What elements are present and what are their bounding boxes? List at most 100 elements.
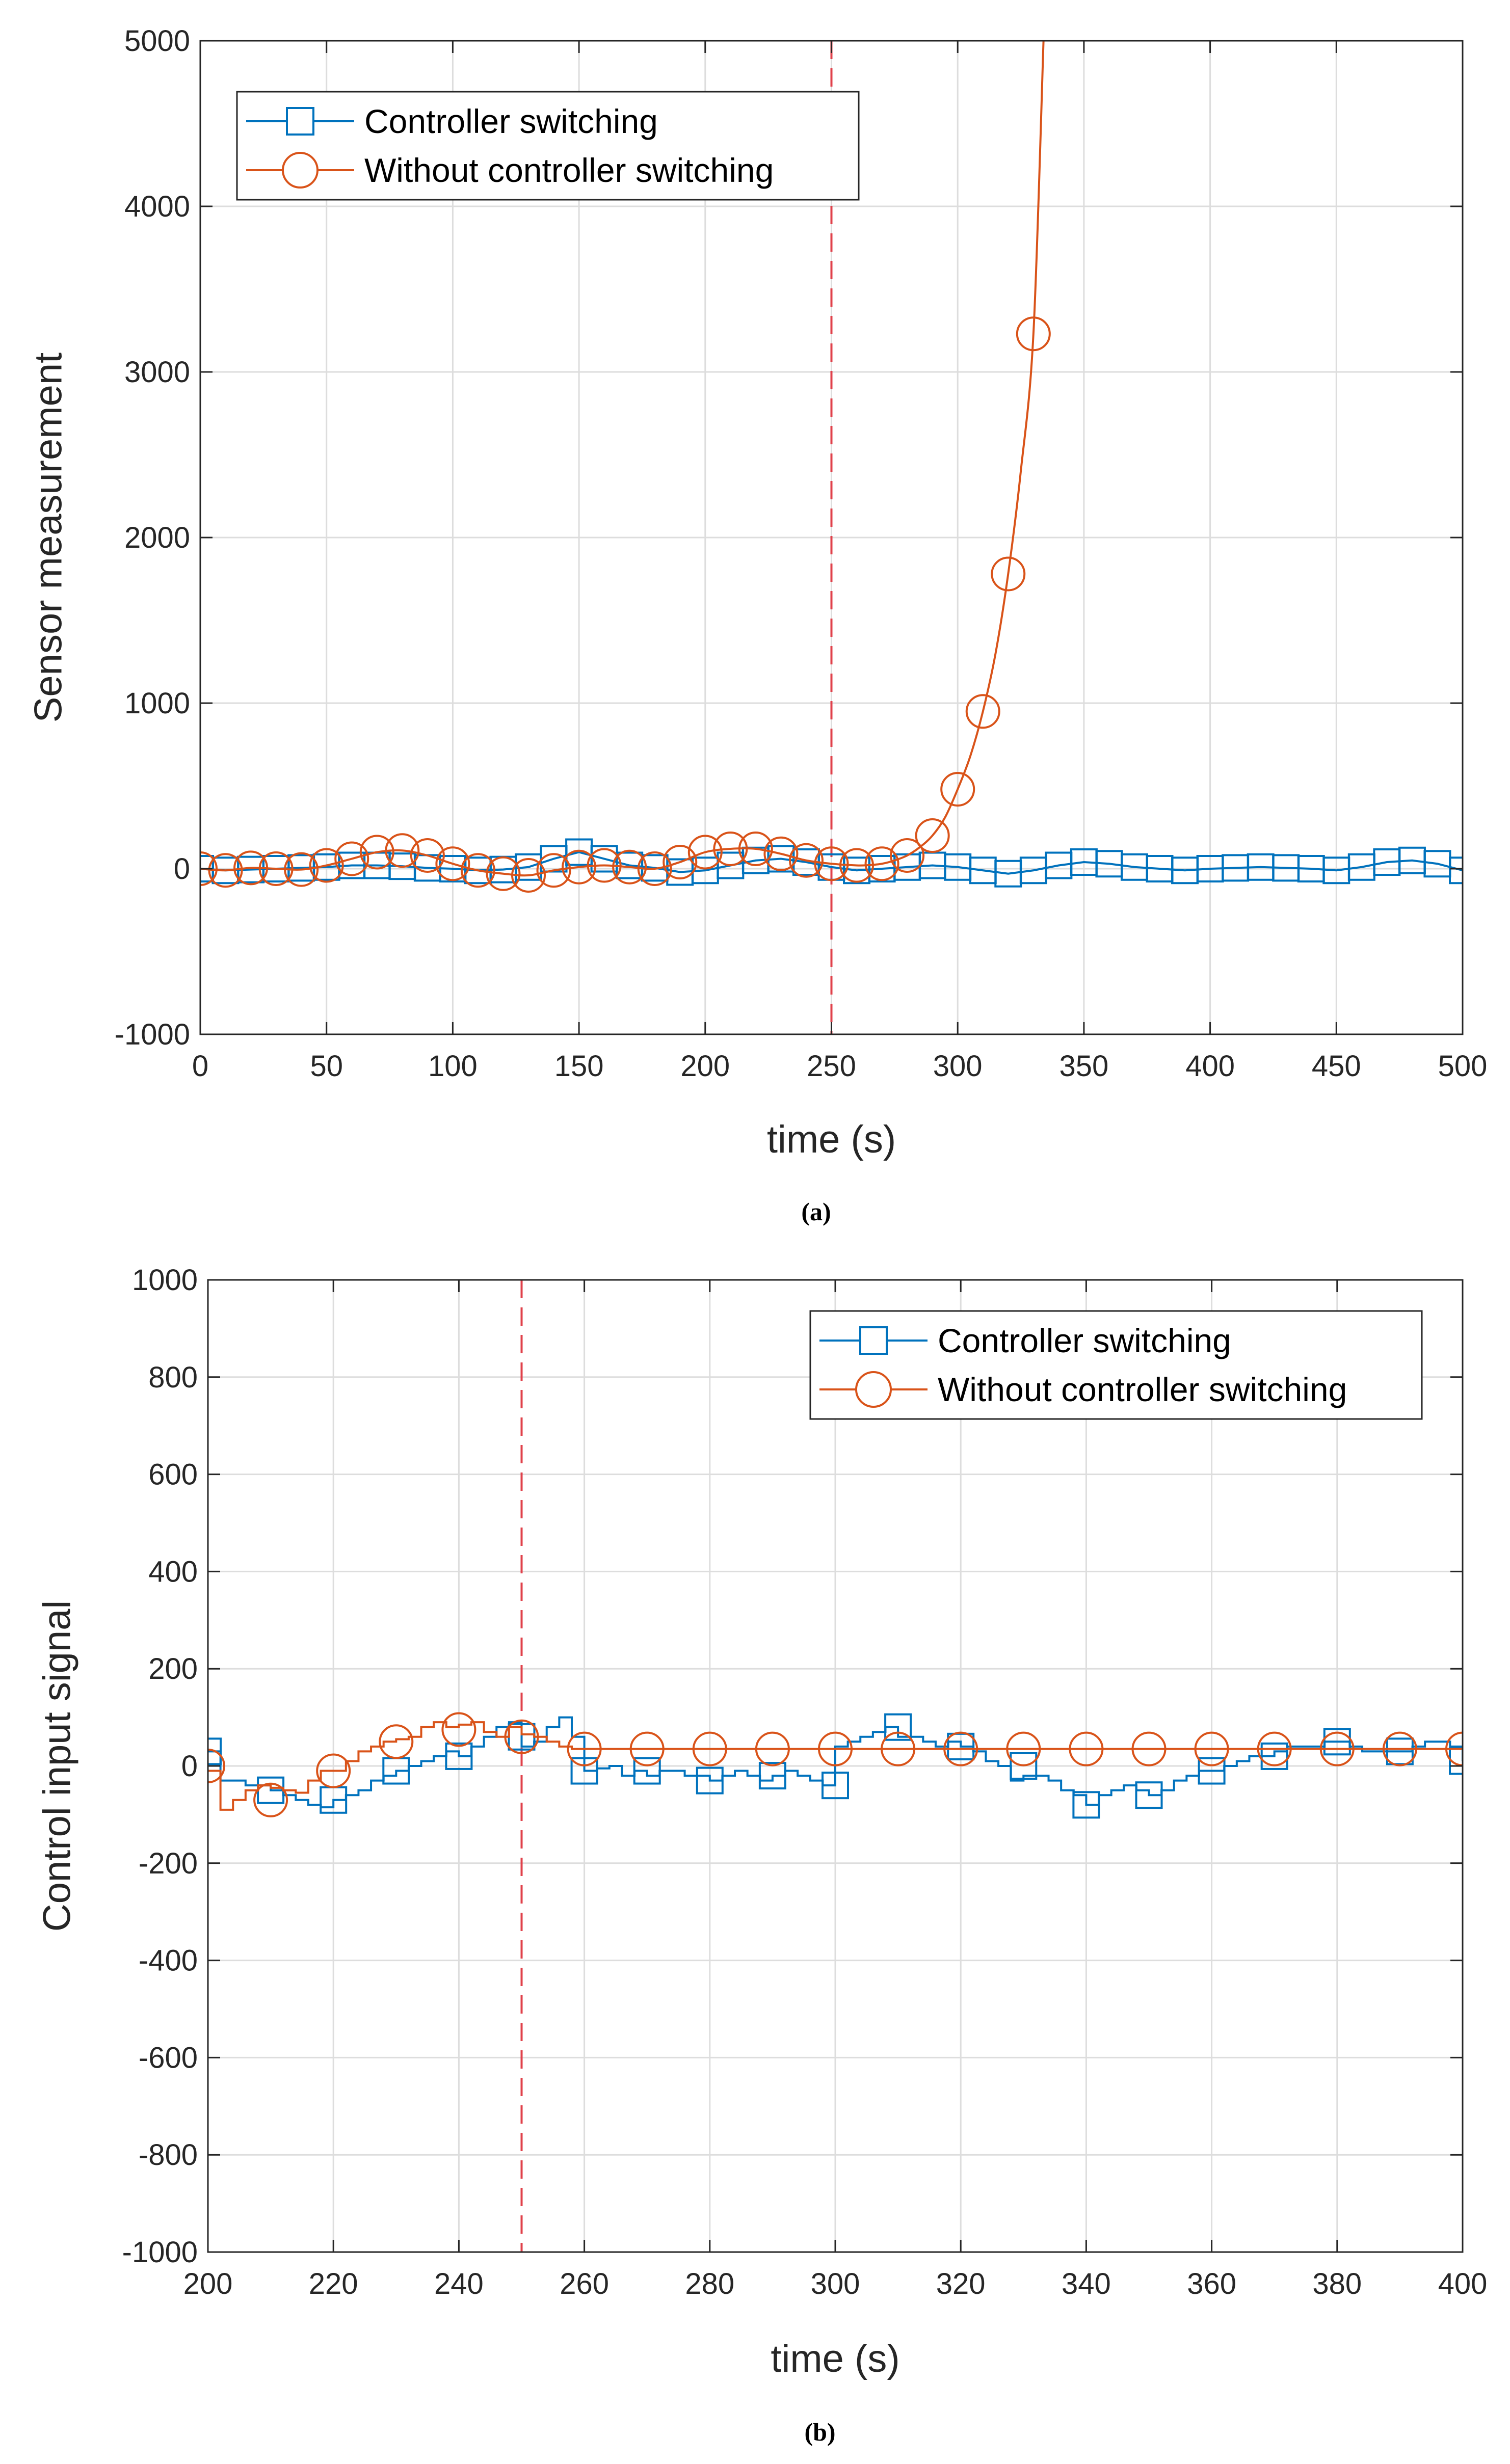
- data-point-circle: [1445, 1731, 1463, 1766]
- data-point-circle: [486, 856, 521, 891]
- x-tick-label: 250: [807, 1050, 856, 1083]
- data-point-square: [696, 1766, 724, 1795]
- panel-a-legend-label-without: Without controller switching: [364, 151, 774, 189]
- y-tick-label: 0: [181, 1750, 198, 1783]
- panel-b: 200 220 240 260 280 300 320 340 360 380 400 -1000 -8…: [36, 1264, 1488, 2446]
- data-point-circle: [504, 1719, 539, 1754]
- data-point-circle: [1131, 1731, 1167, 1766]
- data-point-circle: [713, 832, 748, 866]
- x-tick-label: 380: [1312, 2267, 1362, 2300]
- data-point-circle: [511, 858, 546, 893]
- data-point-circle: [839, 848, 875, 883]
- data-point-circle: [309, 848, 344, 883]
- data-point-circle: [965, 694, 1000, 729]
- y-tick-label: -800: [139, 2138, 198, 2172]
- data-point-circle: [890, 838, 925, 873]
- panel-b-legend-symbol-without: [819, 1371, 928, 1408]
- legend-marker-circle: [282, 152, 319, 189]
- y-tick-label: 600: [148, 1458, 198, 1491]
- data-point-square: [1323, 1728, 1351, 1756]
- y-tick-label: 1000: [124, 687, 190, 720]
- series-line: [200, 41, 1045, 877]
- data-point-circle: [687, 835, 723, 870]
- panel-b-ticks: 200 220 240 260 280 300 320 340 360 380 400 -1000 -8…: [122, 1264, 1488, 2300]
- legend-marker-square: [859, 1326, 888, 1355]
- data-point-circle: [258, 851, 294, 886]
- data-point-circle: [385, 833, 420, 868]
- panel-a-legend-symbol-switching: [246, 107, 354, 136]
- data-point-square: [947, 1732, 975, 1760]
- y-tick-label: 1000: [132, 1264, 198, 1297]
- data-point-square: [1449, 1747, 1463, 1775]
- y-tick-label: 400: [148, 1555, 198, 1588]
- x-tick-label: 260: [560, 2267, 609, 2300]
- panel-b-y-axis-label: Control input signal: [36, 1600, 79, 1932]
- panel-a-legend-label-switching: Controller switching: [364, 102, 658, 140]
- data-point-circle: [536, 853, 571, 888]
- data-point-circle: [359, 835, 394, 870]
- panel-b-legend-box: [809, 1310, 1423, 1420]
- data-point-circle: [1194, 1731, 1229, 1766]
- series-without-switching: [208, 1712, 1463, 1817]
- legend-marker-circle: [855, 1371, 892, 1408]
- x-tick-label: 400: [1438, 2267, 1488, 2300]
- x-tick-label: 320: [936, 2267, 986, 2300]
- data-point-circle: [208, 853, 243, 888]
- data-point-circle: [1016, 316, 1051, 352]
- panel-a: 0 50 100 150 200 250 300 350 400 450 500-100001000…: [27, 24, 1488, 1226]
- data-point-circle: [441, 1712, 476, 1747]
- data-point-circle: [818, 1731, 853, 1766]
- data-point-circle: [629, 1731, 665, 1766]
- data-point-square: [884, 1713, 912, 1741]
- panel-a-legend-symbol-without: [246, 152, 354, 189]
- data-point-square: [758, 1762, 786, 1790]
- data-point-square: [445, 1742, 473, 1770]
- data-point-circle: [233, 850, 269, 886]
- panel-b-series: [208, 1712, 1463, 1819]
- data-point-square: [633, 1757, 661, 1785]
- panel-b-legend-symbol-switching: [819, 1326, 928, 1355]
- series-line: [208, 1721, 1463, 1811]
- data-point-circle: [1382, 1731, 1417, 1766]
- y-tick-label: 3000: [124, 356, 190, 389]
- data-point-circle: [943, 1731, 978, 1766]
- y-tick-label: 800: [148, 1361, 198, 1394]
- x-tick-label: 280: [685, 2267, 734, 2300]
- y-tick-label: 2000: [124, 521, 190, 554]
- x-tick-label: 360: [1187, 2267, 1236, 2300]
- x-tick-label: 300: [811, 2267, 860, 2300]
- data-point-circle: [940, 772, 975, 807]
- x-tick-label: 0: [192, 1050, 208, 1083]
- data-point-circle: [864, 846, 899, 881]
- panel-a-ticks: 0 50 100 150 200 250 300 350 400 450 500-100001000…: [115, 24, 1488, 1083]
- x-tick-label: 240: [434, 2267, 484, 2300]
- panel-a-series: [200, 41, 1463, 893]
- x-tick-label: 200: [183, 2267, 233, 2300]
- x-tick-label: 350: [1059, 1050, 1109, 1083]
- panel-b-legend-label-switching: Controller switching: [938, 1322, 1231, 1359]
- y-tick-label: -1000: [115, 1018, 190, 1051]
- data-point-circle: [1069, 1731, 1104, 1766]
- data-point-circle: [562, 849, 597, 885]
- x-tick-label: 50: [310, 1050, 343, 1083]
- series-without-switching: [200, 41, 1051, 893]
- data-point-circle: [284, 852, 319, 887]
- y-tick-label: 4000: [124, 190, 190, 223]
- panel-a-x-axis-label: time (s): [767, 1118, 896, 1161]
- data-point-circle: [379, 1724, 414, 1759]
- x-tick-label: 200: [680, 1050, 730, 1083]
- data-point-circle: [814, 846, 849, 881]
- panel-b-caption: (b): [804, 2418, 835, 2446]
- x-tick-label: 500: [1438, 1050, 1488, 1083]
- data-point-circle: [1319, 1731, 1355, 1766]
- data-point-square: [822, 1772, 849, 1800]
- y-tick-label: -1000: [122, 2236, 198, 2269]
- y-tick-label: 200: [148, 1652, 198, 1685]
- panel-b-legend: Controller switching Without controller …: [809, 1310, 1423, 1420]
- data-point-square: [1135, 1781, 1163, 1809]
- data-point-square: [1072, 1791, 1100, 1819]
- data-point-square: [1198, 1757, 1226, 1785]
- data-point-circle: [410, 838, 445, 873]
- data-point-circle: [208, 1749, 225, 1783]
- panel-a-y-axis-label: Sensor measurement: [27, 353, 70, 723]
